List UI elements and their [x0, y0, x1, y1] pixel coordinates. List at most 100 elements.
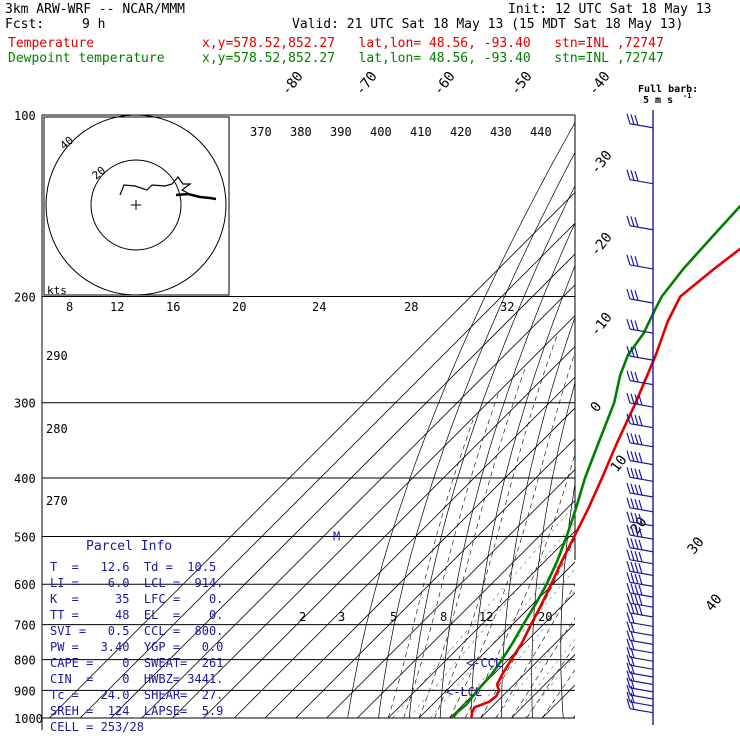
hodo-unit: kts [47, 284, 67, 297]
mixing-ratio-line [494, 618, 575, 719]
wind-barb-flag [626, 524, 631, 536]
temperature-legend: Temperature [8, 36, 95, 51]
wind-barbs [626, 110, 654, 725]
wind-barb-flag [638, 527, 643, 538]
wind-barb-flag [630, 512, 635, 523]
wind-barb-flag [638, 434, 643, 446]
mixing-ratio-label: 5 [390, 610, 397, 624]
wind-barb-flag [634, 170, 639, 182]
wind-barb-flag [630, 319, 635, 330]
isotherm-line [110, 253, 575, 719]
isotherm-line [511, 653, 575, 719]
wind-barb-flag [634, 290, 639, 301]
barb-legend-value: 5 m s [643, 95, 673, 106]
wind-barb-flag [630, 433, 635, 444]
parcel-info-row: PW = 3.40 YGP = 0.0 [50, 640, 224, 654]
wind-barb-flag [634, 484, 639, 495]
mixing-ratio-label: 20 [538, 610, 552, 624]
parcel-info-row: T = 12.6 Td = 10.5 [50, 560, 217, 574]
wind-barb-flag [626, 684, 631, 696]
dry-adiabat [589, 115, 707, 718]
wind-barb-flag [634, 499, 639, 510]
wind-barb-flag [630, 692, 635, 703]
wind-barb-flag [638, 415, 643, 426]
wind-barb-flag [630, 414, 635, 425]
wind-barb-flag [626, 655, 631, 666]
pressure-tick-label: 700 [14, 619, 36, 633]
wind-barb-flag [626, 288, 631, 300]
wind-barb-flag [634, 551, 639, 562]
isotherm-label: -70 [353, 69, 381, 99]
mixing-ratio-label: 24 [312, 300, 326, 314]
barb-legend-exp: -1 [683, 92, 691, 100]
pressure-tick-label: 400 [14, 472, 36, 486]
adiabat-label: 280 [46, 422, 68, 436]
isotherm-line [326, 469, 575, 719]
wind-barb-flag [626, 482, 631, 494]
isotherm-line [357, 499, 575, 719]
isotherm-label: -80 [279, 69, 307, 99]
wind-barb-flag [626, 621, 631, 632]
moist-adiabat [403, 393, 499, 719]
wind-barb-flag [634, 594, 639, 605]
mixing-ratio-line [524, 654, 575, 719]
wind-barb-flag [626, 638, 631, 650]
isotherm-label: -60 [431, 69, 459, 99]
wind-barb-flag [630, 346, 635, 358]
dewpoint-location: x,y=578.52,852.27 lat,lon= 48.56, -93.40… [202, 51, 664, 66]
wind-barb-flag [626, 392, 631, 404]
wind-barb-flag [630, 639, 635, 650]
wind-barb-flag [630, 538, 635, 549]
isotherm-line [49, 191, 575, 719]
isotherm-line [203, 345, 575, 719]
wind-barb-flag [634, 468, 639, 479]
theta-e-label: 380 [290, 125, 312, 139]
pressure-tick-label: 1000 [14, 712, 43, 726]
wind-barb-flag [634, 451, 639, 463]
mixing-ratio-line [408, 521, 575, 719]
wind-barb-flag [638, 584, 643, 596]
wind-barb-flag [626, 432, 631, 443]
wind-barb-flag [630, 583, 635, 594]
wind-barb-flag [634, 347, 639, 358]
pressure-tick-label: 500 [14, 530, 36, 544]
model-title: 3km ARW-WRF -- NCAR/MMM [5, 2, 186, 17]
dry-adiabat [439, 222, 575, 719]
moist-adiabat [434, 332, 559, 719]
wind-barb-flag [626, 467, 631, 478]
wind-barb-flag [630, 371, 635, 382]
isotherm-line [172, 315, 575, 719]
wind-barb-flag [630, 593, 635, 605]
isotherm-line [141, 284, 575, 719]
isotherm-line [572, 715, 575, 719]
wind-barb-flag [626, 370, 631, 381]
theta-e-label: 410 [410, 125, 432, 139]
annotation-label: M [333, 529, 340, 543]
theta-e-label: 420 [450, 125, 472, 139]
wind-barb-flag [638, 469, 643, 480]
isotherm-line [264, 407, 575, 719]
isotherm-label: -30 [588, 148, 616, 178]
wind-barb-flag [626, 602, 631, 614]
wind-barb-flag [626, 593, 631, 604]
wind-barb-flag [638, 574, 643, 585]
pressure-tick-label: 300 [14, 397, 36, 411]
theta-e-label: 440 [530, 125, 552, 139]
dry-adiabat [408, 184, 575, 719]
mixing-ratio-label: 28 [404, 300, 418, 314]
wind-barb-flag [638, 484, 643, 496]
theta-e-label: 400 [370, 125, 392, 139]
parcel-info-row: SREH = 124 LAPSE= 5.9 [50, 704, 224, 718]
wind-barb-flag [634, 562, 639, 573]
wind-barb-flag [638, 513, 643, 525]
wind-barb-flag [630, 685, 635, 696]
mixing-ratio-label: 32 [500, 300, 514, 314]
isotherm-line [541, 684, 575, 719]
annotation-label: <-CCL [466, 656, 502, 670]
hodograph-trace [119, 176, 192, 196]
wind-barb-flag [638, 551, 643, 563]
wind-barb-flag [634, 371, 639, 383]
mixing-ratio-label: 16 [166, 300, 180, 314]
parcel-info-row: SVI = 0.5 CCL = 800. [50, 624, 224, 638]
